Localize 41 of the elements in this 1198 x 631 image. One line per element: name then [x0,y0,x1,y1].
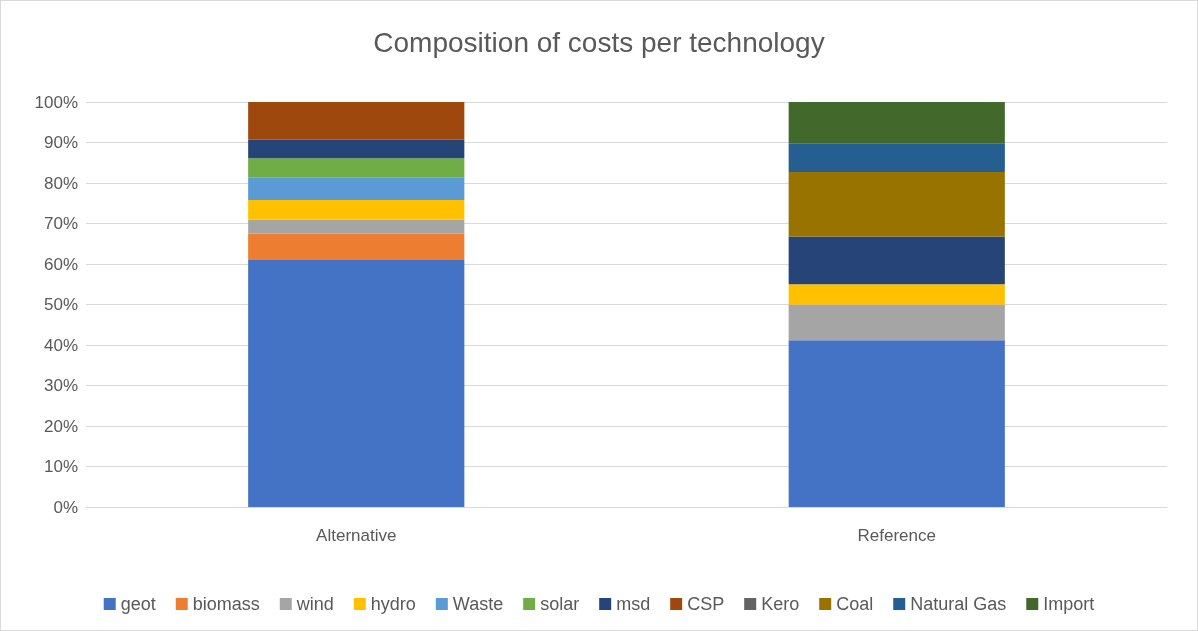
x-tick-label: Alternative [316,526,397,545]
bar [788,143,1005,173]
y-tick-label: 20% [43,416,78,436]
legend-label: geot [120,594,156,614]
legend-label: CSP [687,594,725,614]
bar [788,102,1005,144]
legend-label: Natural Gas [910,594,1007,614]
legend-label: Waste [452,594,504,614]
y-tick-label: 30% [43,376,78,395]
y-tick-label: 100% [34,92,78,112]
legend-label: solar [540,594,580,614]
y-tick-label: 0% [53,497,78,517]
bar [248,139,465,159]
bar [248,219,465,234]
legend-label: msd [616,594,651,614]
y-tick-label: 90% [43,133,78,152]
bar [248,158,465,178]
legend-label: hydro [370,594,416,614]
bar [788,304,1005,341]
bar [788,284,1005,305]
legend-label: wind [295,594,334,614]
y-tick-label: 70% [43,214,78,233]
y-tick-label: 50% [43,295,78,314]
bar [788,236,1005,285]
bar [788,340,1005,507]
x-tick-label: Reference [857,526,936,545]
bar [248,259,465,507]
legend-label: Coal [836,594,874,614]
bar [248,233,465,260]
y-tick-label: 80% [43,173,78,193]
y-tick-label: 40% [43,335,78,355]
bar [788,172,1005,237]
chart-title: Composition of costs per technology [373,26,825,58]
legend-label: Import [1043,594,1095,614]
bar [248,177,465,201]
bar [248,200,465,220]
bar [248,102,465,140]
legend-label: biomass [192,594,260,614]
legend-label: Kero [761,594,800,614]
y-tick-label: 10% [43,457,78,476]
y-tick-label: 60% [43,254,78,274]
